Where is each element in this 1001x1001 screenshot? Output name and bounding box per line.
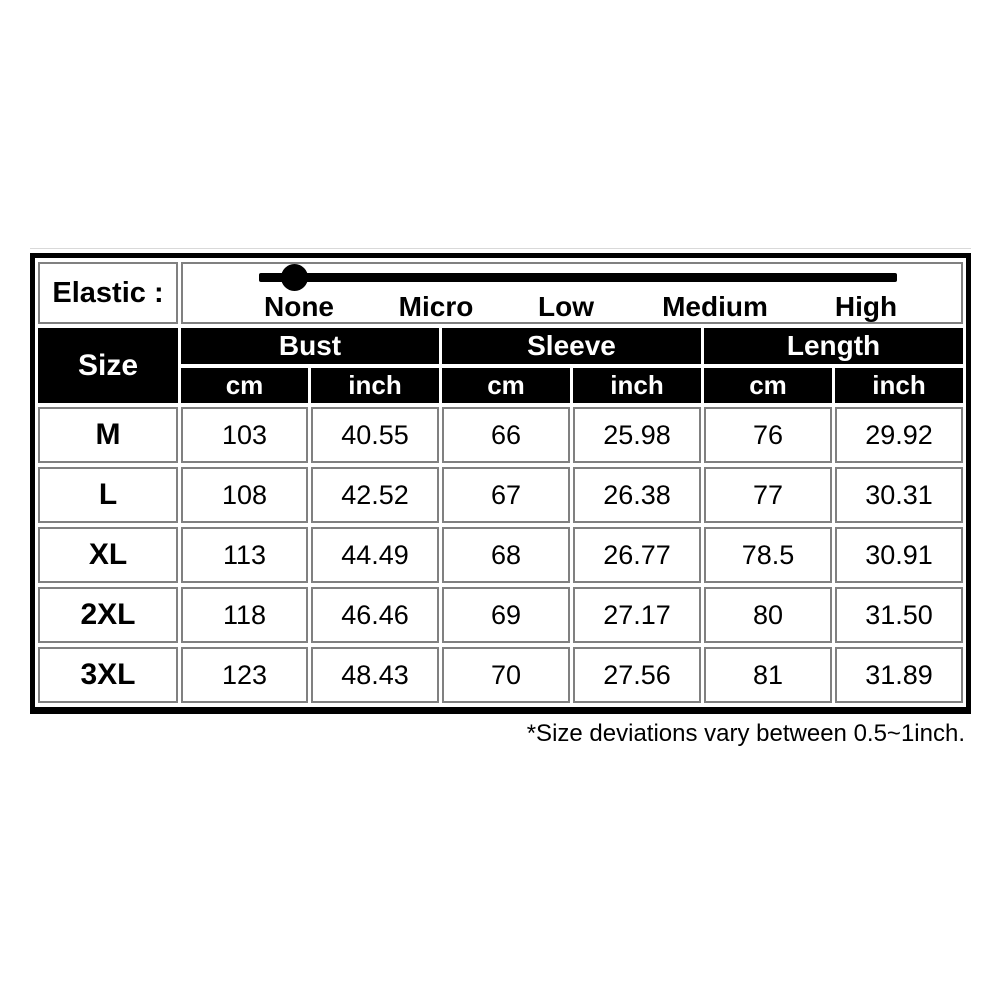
unit-header-length-inch: inch	[835, 368, 963, 403]
measurement-cell: 29.92	[835, 407, 963, 463]
measurement-cell: 70	[442, 647, 570, 703]
measurement-cell: 26.38	[573, 467, 701, 523]
measurement-cell: 30.91	[835, 527, 963, 583]
measurement-cell: 123	[181, 647, 308, 703]
measurement-cell: 113	[181, 527, 308, 583]
measurement-cell: 26.77	[573, 527, 701, 583]
size-cell: 2XL	[38, 587, 178, 643]
elastic-level-high: High	[834, 291, 898, 322]
measurement-cell: 31.89	[835, 647, 963, 703]
size-table: Elastic : None Micro Low Medium High Siz…	[30, 253, 971, 714]
measurement-cell: 27.17	[573, 587, 701, 643]
measurement-cell: 25.98	[573, 407, 701, 463]
elastic-level-none: None	[264, 291, 334, 322]
unit-header-sleeve-cm: cm	[442, 368, 570, 403]
footnote: *Size deviations vary between 0.5~1inch.	[526, 720, 965, 747]
unit-header-length-cm: cm	[704, 368, 832, 403]
size-cell: M	[38, 407, 178, 463]
group-header-sleeve: Sleeve	[442, 328, 701, 364]
measurement-cell: 44.49	[311, 527, 439, 583]
table-row: XL 113 44.49 68 26.77 78.5 30.91	[38, 527, 963, 583]
top-divider-line	[30, 248, 971, 249]
measurement-cell: 69	[442, 587, 570, 643]
measurement-cell: 46.46	[311, 587, 439, 643]
unit-header-row: cm inch cm inch cm inch	[38, 368, 963, 403]
table-row: L 108 42.52 67 26.38 77 30.31	[38, 467, 963, 523]
group-header-bust: Bust	[181, 328, 439, 364]
measurement-cell: 48.43	[311, 647, 439, 703]
size-cell: 3XL	[38, 647, 178, 703]
measurement-cell: 77	[704, 467, 832, 523]
table-row: M 103 40.55 66 25.98 76 29.92	[38, 407, 963, 463]
measurement-cell: 78.5	[704, 527, 832, 583]
elastic-level-low: Low	[538, 291, 594, 322]
elastic-slider-thumb	[281, 264, 308, 291]
measurement-cell: 103	[181, 407, 308, 463]
elastic-slider-track	[259, 273, 897, 282]
elastic-label: Elastic :	[38, 262, 178, 324]
group-header-length: Length	[704, 328, 963, 364]
elastic-level-medium: Medium	[662, 291, 768, 322]
measurement-cell: 42.52	[311, 467, 439, 523]
measurement-cell: 40.55	[311, 407, 439, 463]
measurement-cell: 31.50	[835, 587, 963, 643]
measurement-cell: 108	[181, 467, 308, 523]
measurement-cell: 118	[181, 587, 308, 643]
size-column-header: Size	[38, 328, 178, 403]
measurement-cell: 30.31	[835, 467, 963, 523]
size-cell: XL	[38, 527, 178, 583]
measurement-cell: 67	[442, 467, 570, 523]
measurement-cell: 80	[704, 587, 832, 643]
size-cell: L	[38, 467, 178, 523]
measurement-cell: 68	[442, 527, 570, 583]
unit-header-bust-inch: inch	[311, 368, 439, 403]
group-header-row: Size Bust Sleeve Length	[38, 328, 963, 403]
measurement-cell: 66	[442, 407, 570, 463]
measurement-cell: 81	[704, 647, 832, 703]
elastic-slider: None Micro Low Medium High	[181, 262, 963, 324]
table-row: 3XL 123 48.43 70 27.56 81 31.89	[38, 647, 963, 703]
unit-header-sleeve-inch: inch	[573, 368, 701, 403]
elastic-level-micro: Micro	[398, 291, 474, 322]
table-row: 2XL 118 46.46 69 27.17 80 31.50	[38, 587, 963, 643]
elastic-row: Elastic : None Micro Low Medium High	[38, 262, 963, 324]
measurement-cell: 76	[704, 407, 832, 463]
measurement-cell: 27.56	[573, 647, 701, 703]
unit-header-bust-cm: cm	[181, 368, 308, 403]
size-chart: Elastic : None Micro Low Medium High Siz…	[30, 248, 971, 748]
